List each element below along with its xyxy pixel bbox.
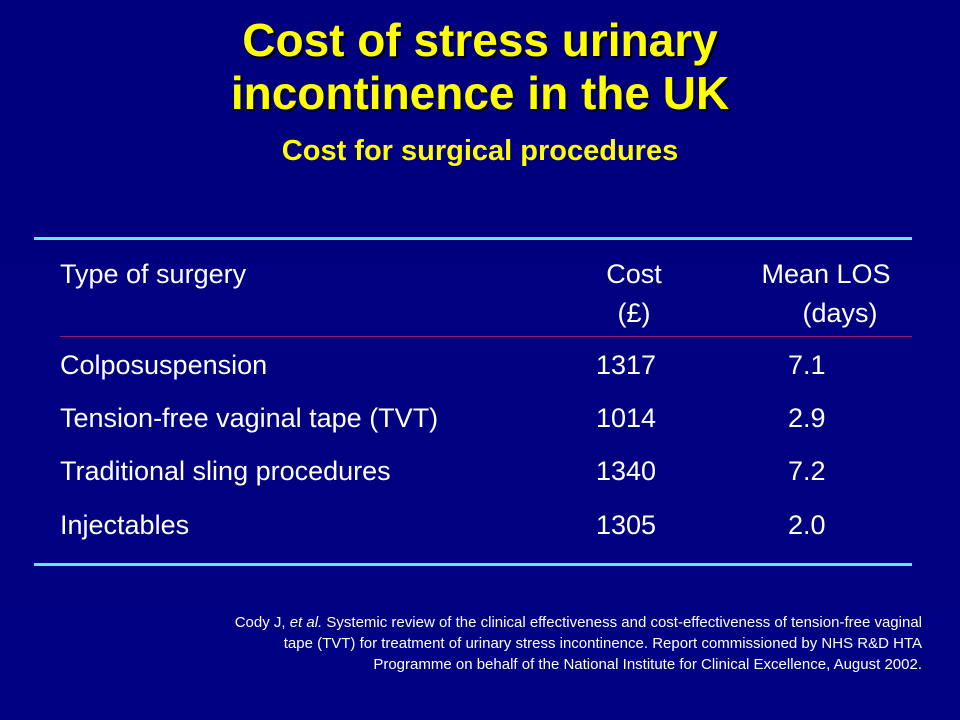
slide-title: Cost of stress urinary incontinence in t…	[0, 14, 960, 120]
header-type-of-surgery: Type of surgery	[60, 259, 247, 289]
header-cost-unit: (£)	[617, 298, 651, 328]
table-bottom-rule	[34, 563, 912, 566]
row-type: Colposuspension	[60, 350, 268, 380]
row-type: Tension-free vaginal tape (TVT)	[60, 403, 439, 433]
header-cost: Cost	[606, 259, 662, 289]
slide-subtitle: Cost for surgical procedures	[281, 135, 679, 167]
citation-line-1-rest: Systemic review of the clinical effectiv…	[322, 614, 922, 631]
slide-title-line-2: incontinence in the UK	[230, 67, 730, 119]
citation-line-1: Cody J, et al. Systemic review of the cl…	[42, 612, 922, 633]
citation-line-2: tape (TVT) for treatment of urinary stre…	[283, 635, 922, 652]
table-top-rule	[34, 237, 912, 240]
citation: Cody J, et al. Systemic review of the cl…	[42, 612, 922, 675]
row-cost: 1340	[596, 456, 657, 486]
row-cost: 1305	[596, 510, 657, 540]
row-los: 7.2	[788, 456, 826, 486]
citation-et-al: et al.	[289, 614, 323, 631]
slide-title-line-1: Cost of stress urinary	[242, 14, 718, 66]
header-divider	[60, 336, 912, 337]
header-los-unit: (days)	[802, 298, 878, 328]
row-cost: 1317	[596, 350, 657, 380]
row-type: Traditional sling procedures	[60, 456, 391, 486]
row-los: 2.9	[788, 403, 826, 433]
row-cost: 1014	[596, 403, 657, 433]
header-mean-los: Mean LOS	[761, 259, 891, 289]
row-los: 7.1	[788, 350, 826, 380]
row-los: 2.0	[788, 510, 826, 540]
row-type: Injectables	[60, 510, 190, 540]
citation-line-3: Programme on behalf of the National Inst…	[373, 656, 922, 673]
citation-authors: Cody J,	[234, 614, 290, 631]
